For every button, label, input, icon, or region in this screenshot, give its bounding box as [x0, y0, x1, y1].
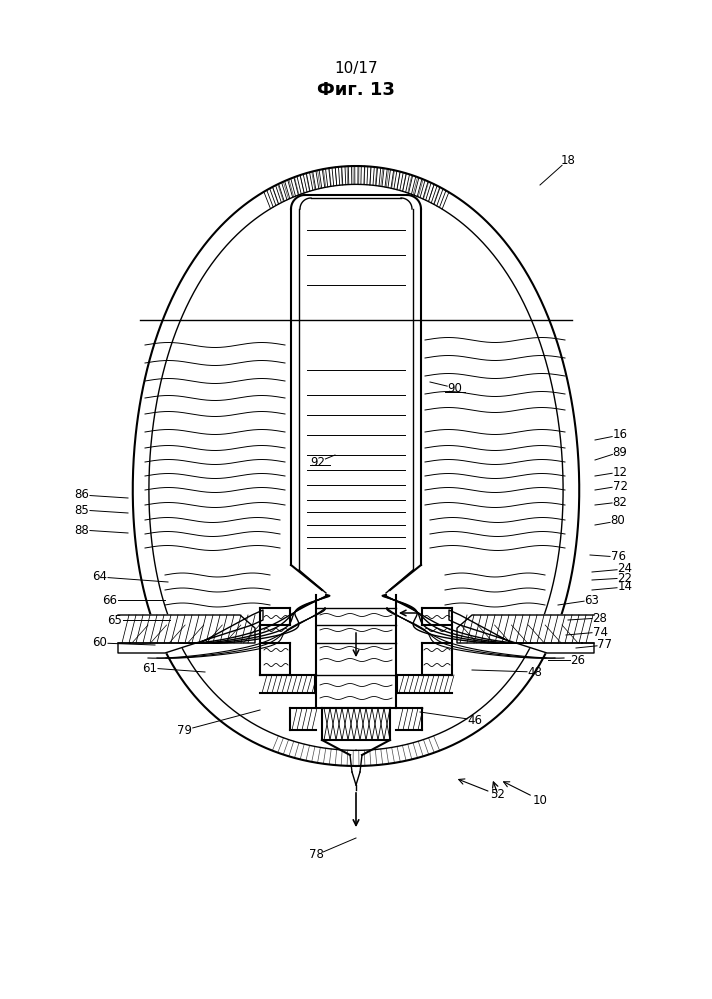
Text: 86: 86 — [75, 489, 90, 501]
Text: 72: 72 — [612, 480, 627, 493]
Text: 10/17: 10/17 — [334, 61, 378, 76]
Text: 89: 89 — [612, 446, 627, 459]
Text: 26: 26 — [570, 653, 585, 666]
Text: 14: 14 — [617, 580, 632, 593]
Text: 22: 22 — [617, 571, 632, 584]
Polygon shape — [457, 615, 594, 643]
Text: 76: 76 — [610, 550, 626, 563]
Text: 88: 88 — [75, 523, 90, 536]
Text: 66: 66 — [103, 593, 117, 606]
Text: 77: 77 — [597, 638, 612, 651]
Text: 74: 74 — [592, 625, 607, 638]
Text: Фиг. 13: Фиг. 13 — [317, 81, 395, 99]
Text: 82: 82 — [612, 496, 627, 508]
Text: 80: 80 — [611, 514, 625, 527]
Text: 24: 24 — [617, 562, 632, 575]
Text: 78: 78 — [308, 848, 323, 861]
Text: 65: 65 — [108, 613, 122, 626]
Text: 28: 28 — [592, 611, 607, 624]
Text: 48: 48 — [528, 665, 543, 678]
Text: 79: 79 — [177, 723, 192, 736]
Text: 90: 90 — [448, 382, 462, 395]
Text: 60: 60 — [93, 636, 108, 649]
Text: 46: 46 — [468, 713, 483, 726]
Text: 92: 92 — [310, 456, 325, 469]
Text: 12: 12 — [612, 466, 627, 479]
Polygon shape — [118, 615, 255, 643]
Polygon shape — [118, 610, 263, 653]
Text: 63: 63 — [585, 593, 600, 606]
Text: 64: 64 — [93, 570, 108, 583]
Text: 61: 61 — [142, 661, 157, 674]
Text: 52: 52 — [491, 788, 506, 801]
Text: 10: 10 — [533, 793, 548, 806]
Text: 18: 18 — [560, 154, 575, 167]
Polygon shape — [449, 610, 594, 653]
Text: 85: 85 — [75, 503, 90, 516]
Text: 16: 16 — [612, 429, 627, 442]
